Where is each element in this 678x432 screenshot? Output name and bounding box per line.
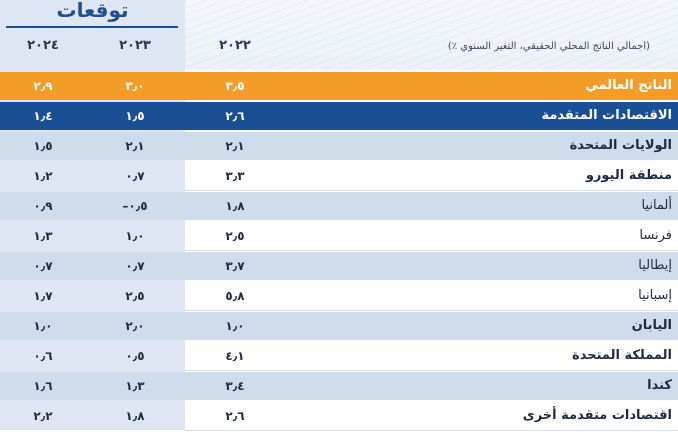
cell-2024: ٠٫٧ bbox=[33, 259, 53, 273]
row-label: إيطاليا bbox=[638, 258, 672, 273]
gdp-table: الناتج العالمي ٣٫٥ ٣٫٠ ٢٫٩ الاقتصادات ال… bbox=[0, 72, 678, 432]
forecast-underline bbox=[6, 26, 178, 28]
row-label: منطقة اليورو bbox=[585, 168, 672, 183]
cell-2023: –٠٫٥ bbox=[122, 199, 148, 213]
table-note: (اجمالي الناتج المحلي الحقيقي، التغير ال… bbox=[447, 41, 650, 52]
cell-2022: ٢٫٥ bbox=[225, 229, 245, 243]
cell-2023: ٢٫١ bbox=[125, 139, 145, 153]
table-row-japan: اليابان ١٫٠ ٢٫٠ ١٫٠ bbox=[0, 312, 678, 340]
cell-2024: ١٫٤ bbox=[33, 109, 53, 123]
row-label: كندا bbox=[647, 378, 672, 393]
forecast-cell-bg bbox=[0, 282, 185, 310]
cell-2022: ٣٫٤ bbox=[225, 379, 245, 393]
table-row-spain: إسبانيا ٥٫٨ ٢٫٥ ١٫٧ bbox=[0, 282, 678, 311]
cell-2024: ١٫٣ bbox=[33, 229, 53, 243]
table-row-uk: المملكة المتحدة ٤٫١ ٠٫٥ ٠٫٦ bbox=[0, 342, 678, 371]
cell-2023: ٠٫٥ bbox=[125, 349, 145, 363]
decorative-wave-background bbox=[185, 0, 678, 70]
cell-2022: ٢٫٦ bbox=[225, 109, 245, 123]
table-row-france: فرنسا ٢٫٥ ١٫٠ ١٫٣ bbox=[0, 222, 678, 251]
cell-2022: ٤٫١ bbox=[225, 349, 245, 363]
cell-2023: ١٫٣ bbox=[125, 379, 145, 393]
table-row-italy: إيطاليا ٣٫٧ ٠٫٧ ٠٫٧ bbox=[0, 252, 678, 280]
row-label: الاقتصادات المتقدمة bbox=[541, 108, 672, 123]
cell-2023: ٠٫٧ bbox=[125, 259, 145, 273]
row-label: إسبانيا bbox=[638, 288, 672, 303]
cell-2024: ٢٫٢ bbox=[33, 409, 53, 423]
row-label: الناتج العالمي bbox=[585, 78, 672, 93]
cell-2023: ٢٫٠ bbox=[125, 319, 145, 333]
cell-2022: ٣٫٣ bbox=[225, 169, 245, 183]
row-label: ألمانيا bbox=[641, 198, 672, 213]
cell-2024: ١٫٦ bbox=[33, 379, 53, 393]
row-label: اليابان bbox=[631, 318, 672, 333]
cell-2024: ١٫٧ bbox=[33, 289, 53, 303]
table-row-world: الناتج العالمي ٣٫٥ ٣٫٠ ٢٫٩ bbox=[0, 72, 678, 100]
cell-2024: ١٫٠ bbox=[33, 319, 53, 333]
table-row-other-advanced: اقتصادات متقدمة أخرى ٢٫٦ ١٫٨ ٢٫٢ bbox=[0, 402, 678, 431]
year-2023-header: ٢٠٢٣ bbox=[119, 38, 151, 53]
row-label: فرنسا bbox=[639, 228, 672, 243]
table-row-germany: ألمانيا ١٫٨ –٠٫٥ ٠٫٩ bbox=[0, 192, 678, 220]
cell-2022: ٢٫١ bbox=[225, 139, 245, 153]
cell-2022: ١٫٨ bbox=[225, 199, 245, 213]
cell-2022: ٣٫٥ bbox=[225, 79, 245, 93]
cell-2022: ١٫٠ bbox=[225, 319, 245, 333]
forecast-label: توقعات bbox=[56, 0, 129, 22]
cell-2024: ٢٫٩ bbox=[33, 79, 53, 93]
cell-2024: ٠٫٩ bbox=[33, 199, 53, 213]
cell-2022: ٥٫٨ bbox=[225, 289, 245, 303]
table-row-advanced: الاقتصادات المتقدمة ٢٫٦ ١٫٥ ١٫٤ bbox=[0, 102, 678, 130]
cell-2024: ١٫٥ bbox=[33, 139, 53, 153]
forecast-header: توقعات bbox=[0, 0, 185, 30]
forecast-cell-bg bbox=[0, 222, 185, 250]
row-label: الولايات المتحدة bbox=[569, 138, 672, 153]
row-label: المملكة المتحدة bbox=[572, 348, 672, 363]
year-2022-header: ٢٠٢٢ bbox=[219, 38, 251, 53]
cell-2023: ١٫٨ bbox=[125, 409, 145, 423]
year-2024-header: ٢٠٢٤ bbox=[27, 38, 59, 53]
table-row-canada: كندا ٣٫٤ ١٫٣ ١٫٦ bbox=[0, 372, 678, 400]
cell-2024: ١٫٢ bbox=[33, 169, 53, 183]
cell-2023: ١٫٥ bbox=[125, 109, 145, 123]
cell-2024: ٠٫٦ bbox=[33, 349, 53, 363]
cell-2023: ٢٫٥ bbox=[125, 289, 145, 303]
cell-2022: ٣٫٧ bbox=[225, 259, 245, 273]
forecast-cell-bg bbox=[0, 342, 185, 370]
forecast-cell-bg bbox=[0, 162, 185, 190]
table-row-eurozone: منطقة اليورو ٣٫٣ ٠٫٧ ١٫٢ bbox=[0, 162, 678, 191]
cell-2023: ٣٫٠ bbox=[125, 79, 145, 93]
row-label: اقتصادات متقدمة أخرى bbox=[522, 408, 672, 423]
cell-2022: ٢٫٦ bbox=[225, 409, 245, 423]
cell-2023: ١٫٠ bbox=[125, 229, 145, 243]
table-row-us: الولايات المتحدة ٢٫١ ٢٫١ ١٫٥ bbox=[0, 132, 678, 160]
cell-2023: ٠٫٧ bbox=[125, 169, 145, 183]
